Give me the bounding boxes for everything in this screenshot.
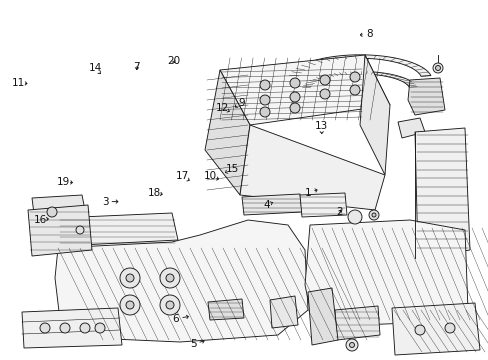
Polygon shape (240, 125, 384, 210)
Polygon shape (305, 220, 467, 325)
Polygon shape (207, 299, 244, 320)
Circle shape (260, 80, 269, 90)
Circle shape (260, 107, 269, 117)
Circle shape (435, 66, 440, 71)
Text: 10: 10 (203, 171, 216, 181)
Text: 13: 13 (314, 121, 328, 131)
Text: 6: 6 (172, 314, 179, 324)
Circle shape (80, 323, 90, 333)
Text: 18: 18 (147, 188, 161, 198)
Text: 14: 14 (88, 63, 102, 73)
Polygon shape (28, 205, 92, 256)
Circle shape (160, 295, 180, 315)
Circle shape (319, 89, 329, 99)
Polygon shape (334, 306, 379, 340)
Circle shape (126, 301, 134, 309)
Polygon shape (204, 70, 249, 195)
Polygon shape (391, 303, 479, 355)
Circle shape (120, 268, 140, 288)
Polygon shape (242, 194, 302, 215)
Circle shape (260, 95, 269, 105)
Polygon shape (397, 118, 424, 138)
Circle shape (347, 210, 361, 224)
Polygon shape (299, 193, 346, 217)
Circle shape (319, 75, 329, 85)
Polygon shape (288, 55, 430, 78)
Text: 4: 4 (263, 200, 269, 210)
Circle shape (126, 274, 134, 282)
Circle shape (165, 301, 174, 309)
Circle shape (40, 323, 50, 333)
Polygon shape (307, 288, 337, 345)
Text: 9: 9 (238, 98, 245, 108)
Circle shape (160, 268, 180, 288)
Text: 16: 16 (33, 215, 47, 225)
Polygon shape (302, 71, 416, 89)
Polygon shape (359, 55, 389, 175)
Circle shape (289, 78, 299, 88)
Circle shape (346, 339, 357, 351)
Text: 3: 3 (102, 197, 108, 207)
Circle shape (414, 325, 424, 335)
Circle shape (47, 207, 57, 217)
Polygon shape (32, 195, 88, 230)
Circle shape (368, 210, 378, 220)
Circle shape (349, 72, 359, 82)
Circle shape (349, 342, 354, 347)
Circle shape (76, 226, 84, 234)
Polygon shape (414, 128, 469, 258)
Circle shape (95, 323, 105, 333)
Text: 19: 19 (57, 177, 70, 187)
Text: 7: 7 (133, 62, 140, 72)
Polygon shape (55, 220, 307, 342)
Circle shape (289, 92, 299, 102)
Circle shape (120, 295, 140, 315)
Text: 15: 15 (225, 164, 239, 174)
Circle shape (371, 213, 375, 217)
Polygon shape (407, 78, 444, 115)
Text: 12: 12 (215, 103, 229, 113)
Text: 5: 5 (189, 339, 196, 349)
Circle shape (432, 63, 442, 73)
Polygon shape (58, 213, 178, 246)
Polygon shape (269, 296, 297, 328)
Circle shape (349, 85, 359, 95)
Polygon shape (220, 55, 389, 125)
Text: 11: 11 (12, 78, 25, 88)
Polygon shape (22, 308, 122, 348)
Text: 20: 20 (167, 56, 180, 66)
Circle shape (444, 323, 454, 333)
Circle shape (60, 323, 70, 333)
Text: 1: 1 (304, 188, 311, 198)
Circle shape (289, 103, 299, 113)
Text: 8: 8 (365, 29, 372, 39)
Text: 2: 2 (336, 207, 343, 217)
Text: 17: 17 (175, 171, 189, 181)
Circle shape (165, 274, 174, 282)
